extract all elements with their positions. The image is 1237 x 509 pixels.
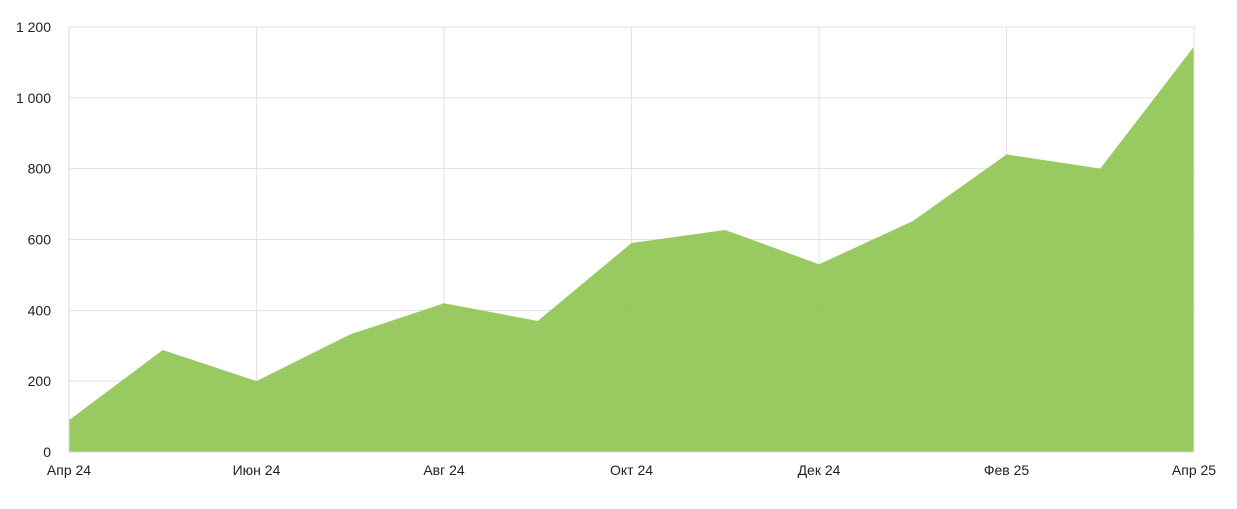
x-tick-label: Авг 24 [423, 462, 465, 478]
y-axis-tick-labels: 0 200 400 600 800 1 000 1 200 [16, 19, 51, 460]
x-tick-label: Апр 24 [47, 462, 91, 478]
x-tick-label: Фев 25 [984, 462, 1030, 478]
y-tick-label: 800 [28, 161, 52, 177]
x-axis-tick-labels: Апр 24 Июн 24 Авг 24 Окт 24 Дек 24 Фев 25 Апр … [47, 462, 1216, 478]
x-tick-label: Дек 24 [798, 462, 841, 478]
y-tick-label: 1 200 [16, 19, 51, 35]
x-tick-label: Апр 25 [1172, 462, 1216, 478]
y-tick-label: 200 [28, 373, 52, 389]
y-tick-label: 0 [43, 444, 51, 460]
plot-area [69, 46, 1194, 453]
area-series-0 [69, 46, 1194, 453]
y-tick-label: 1 000 [16, 90, 51, 106]
y-tick-label: 600 [28, 232, 52, 248]
y-tick-label: 400 [28, 302, 52, 318]
x-tick-label: Июн 24 [233, 462, 281, 478]
x-tick-label: Окт 24 [610, 462, 653, 478]
axes [68, 27, 1195, 453]
